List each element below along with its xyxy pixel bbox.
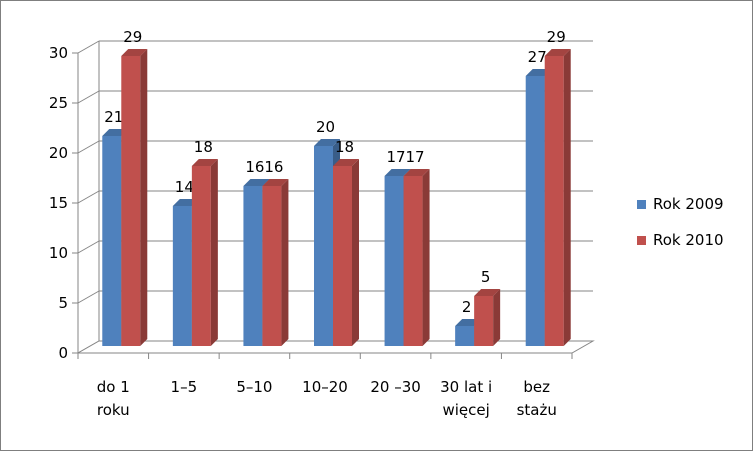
data-label: 20 (316, 118, 335, 136)
data-label: 29 (123, 28, 142, 46)
bar-side-face (281, 179, 289, 346)
bar-side-face (493, 289, 501, 346)
bar-2010 (333, 166, 352, 346)
bar-side-face (563, 49, 571, 346)
data-label: 16 (245, 158, 264, 176)
bar-top-face (384, 169, 411, 176)
x-category-label: roku (97, 401, 130, 419)
y-tick-label: 15 (49, 194, 68, 212)
bar-2009 (314, 146, 333, 346)
x-category-label: stażu (517, 401, 557, 419)
legend-label: Rok 2010 (653, 231, 724, 249)
x-category-label: bez (523, 378, 550, 396)
data-label: 29 (547, 28, 566, 46)
legend-label: Rok 2009 (653, 195, 724, 213)
bar-top-face (474, 289, 501, 296)
legend-swatch (637, 200, 646, 209)
gridline-side (77, 290, 100, 304)
bar-top-face (544, 49, 571, 56)
bar-top-face (121, 49, 148, 56)
y-tick-label: 30 (49, 44, 68, 62)
bar-top-face (262, 179, 289, 186)
bar-2010 (262, 186, 282, 346)
y-tick-label: 10 (49, 244, 68, 262)
bar-top-face (333, 159, 359, 166)
bar-top-face (243, 179, 270, 186)
bar-top-face (403, 169, 430, 176)
gridline-side (77, 240, 100, 254)
data-label: 5 (481, 268, 491, 286)
bar-2009 (172, 206, 192, 346)
bar-2010 (403, 176, 423, 346)
gridline-side (77, 90, 100, 104)
x-category-label: 5–10 (236, 378, 272, 396)
bar-2010 (544, 56, 564, 346)
bar-2009 (455, 326, 475, 346)
gridline-side (77, 40, 100, 54)
data-label: 17 (387, 148, 406, 166)
data-label: 16 (264, 158, 283, 176)
bar-2010 (474, 296, 494, 346)
gridline-side (77, 190, 100, 204)
gridline-side (77, 140, 100, 154)
data-label: 18 (194, 138, 213, 156)
bar-top-face (314, 139, 340, 146)
bar-side-face (140, 49, 148, 346)
x-category-label: więcej (442, 401, 489, 419)
x-category-label: do 1 (97, 378, 130, 396)
bar-top-face (191, 159, 218, 166)
y-tick-label: 0 (58, 344, 68, 362)
data-label: 2 (462, 298, 472, 316)
bar-2009 (525, 76, 545, 346)
x-category-label: 20 –30 (370, 378, 420, 396)
y-tick-label: 20 (49, 144, 68, 162)
legend-swatch (637, 236, 646, 245)
data-label: 21 (104, 108, 123, 126)
bar-2009 (243, 186, 263, 346)
y-tick-label: 25 (49, 94, 68, 112)
bar-2009 (384, 176, 404, 346)
y-tick-label: 5 (58, 294, 68, 312)
data-label: 18 (335, 138, 354, 156)
data-label: 14 (175, 178, 194, 196)
data-label: 27 (528, 48, 547, 66)
bar-side-face (210, 159, 218, 346)
data-label: 17 (406, 148, 425, 166)
bar-2010 (121, 56, 141, 346)
bar-2010 (191, 166, 211, 346)
bar-2009 (102, 136, 122, 346)
bar-side-face (352, 159, 359, 346)
x-category-label: 30 lat i (440, 378, 492, 396)
bar-side-face (422, 169, 430, 346)
x-category-label: 10–20 (302, 378, 348, 396)
x-category-label: 1–5 (171, 378, 198, 396)
